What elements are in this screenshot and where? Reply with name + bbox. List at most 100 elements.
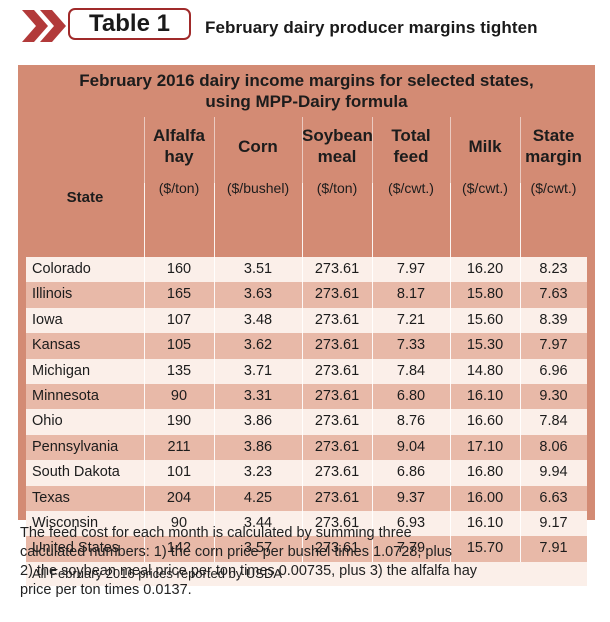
- footnote-line: 2) the soybean meal price per ton times …: [20, 562, 600, 581]
- footnote-line: calculated numbers: 1) the corn price pe…: [20, 543, 600, 562]
- table-title: February 2016 dairy income margins for s…: [18, 65, 595, 116]
- value-cell-alfalfa: 204: [144, 486, 214, 511]
- value-cell-corn: 3.23: [214, 460, 302, 485]
- value-cell-alfalfa: 101: [144, 460, 214, 485]
- column-unit: ($/ton): [302, 178, 372, 198]
- table-tag: Table 1: [68, 8, 191, 40]
- table-header: State Alfalfa hay ($/ton) Corn ($/bushel) Soyb…: [26, 117, 587, 257]
- footnote-line: price per ton times 0.0137.: [20, 581, 600, 600]
- header-bar: Table 1 February dairy producer margins …: [0, 0, 610, 52]
- column-header-soy: Soybean meal ($/ton): [302, 117, 372, 257]
- table-row: Texas 204 4.25 273.61 9.37 16.00 6.63: [26, 486, 587, 511]
- value-cell-soy: 273.61: [302, 359, 372, 384]
- column-divider: [450, 183, 451, 562]
- value-cell-margin: 6.96: [520, 359, 587, 384]
- value-cell-milk: 17.10: [450, 435, 520, 460]
- header-divider: [144, 117, 145, 183]
- column-divider: [214, 183, 215, 562]
- header-divider: [450, 117, 451, 183]
- value-cell-alfalfa: 165: [144, 282, 214, 307]
- value-cell-corn: 3.86: [214, 435, 302, 460]
- table-row: Illinois 165 3.63 273.61 8.17 15.80 7.63: [26, 282, 587, 307]
- table-row: Pennsylvania 211 3.86 273.61 9.04 17.10 8.06: [26, 435, 587, 460]
- state-name-cell: Ohio: [26, 409, 144, 434]
- column-header-label: feed: [372, 146, 450, 167]
- table-row: Michigan 135 3.71 273.61 7.84 14.80 6.96: [26, 359, 587, 384]
- value-cell-soy: 273.61: [302, 333, 372, 358]
- value-cell-soy: 273.61: [302, 409, 372, 434]
- value-cell-margin: 8.39: [520, 308, 587, 333]
- state-name-cell: Minnesota: [26, 384, 144, 409]
- column-unit: ($/cwt.): [450, 178, 520, 198]
- value-cell-milk: 16.60: [450, 409, 520, 434]
- value-cell-milk: 15.60: [450, 308, 520, 333]
- data-table: February 2016 dairy income margins for s…: [18, 65, 595, 520]
- value-cell-margin: 9.94: [520, 460, 587, 485]
- value-cell-margin: 7.84: [520, 409, 587, 434]
- value-cell-alfalfa: 90: [144, 384, 214, 409]
- value-cell-feed: 7.97: [372, 257, 450, 282]
- column-unit: ($/ton): [144, 178, 214, 198]
- chevron-arrow-icon: [22, 10, 70, 42]
- value-cell-alfalfa: 105: [144, 333, 214, 358]
- state-name-cell: Colorado: [26, 257, 144, 282]
- value-cell-milk: 15.80: [450, 282, 520, 307]
- header-divider: [302, 117, 303, 183]
- value-cell-margin: 8.06: [520, 435, 587, 460]
- value-cell-milk: 15.30: [450, 333, 520, 358]
- value-cell-soy: 273.61: [302, 384, 372, 409]
- value-cell-soy: 273.61: [302, 486, 372, 511]
- state-name-cell: Kansas: [26, 333, 144, 358]
- value-cell-margin: 7.97: [520, 333, 587, 358]
- column-header-label: Milk: [450, 136, 520, 157]
- value-cell-corn: 3.63: [214, 282, 302, 307]
- column-unit: ($/cwt.): [520, 178, 587, 198]
- state-name-cell: Michigan: [26, 359, 144, 384]
- column-header-label: Corn: [214, 136, 302, 157]
- value-cell-feed: 7.21: [372, 308, 450, 333]
- column-header-alfalfa: Alfalfa hay ($/ton): [144, 117, 214, 257]
- value-cell-corn: 3.86: [214, 409, 302, 434]
- column-header-margin: State margin ($/cwt.): [520, 117, 587, 257]
- value-cell-margin: 7.63: [520, 282, 587, 307]
- table-row: Minnesota 90 3.31 273.61 6.80 16.10 9.30: [26, 384, 587, 409]
- table-row: Ohio 190 3.86 273.61 8.76 16.60 7.84: [26, 409, 587, 434]
- value-cell-feed: 8.17: [372, 282, 450, 307]
- value-cell-soy: 273.61: [302, 460, 372, 485]
- table-row: Iowa 107 3.48 273.61 7.21 15.60 8.39: [26, 308, 587, 333]
- table-body: Colorado 160 3.51 273.61 7.97 16.20 8.23 Illino…: [26, 257, 587, 562]
- column-divider: [372, 183, 373, 562]
- value-cell-feed: 6.80: [372, 384, 450, 409]
- column-header-label: hay: [144, 146, 214, 167]
- value-cell-margin: 6.63: [520, 486, 587, 511]
- footnote-line: The feed cost for each month is calculat…: [20, 524, 600, 543]
- value-cell-corn: 3.31: [214, 384, 302, 409]
- headline: February dairy producer margins tighten: [205, 18, 538, 38]
- value-cell-feed: 9.37: [372, 486, 450, 511]
- value-cell-corn: 3.51: [214, 257, 302, 282]
- value-cell-feed: 7.33: [372, 333, 450, 358]
- column-divider: [302, 183, 303, 562]
- value-cell-corn: 3.48: [214, 308, 302, 333]
- column-header-label: State: [520, 125, 587, 146]
- column-divider: [144, 183, 145, 562]
- table-row: Colorado 160 3.51 273.61 7.97 16.20 8.23: [26, 257, 587, 282]
- table-row: South Dakota 101 3.23 273.61 6.86 16.80 9.94: [26, 460, 587, 485]
- value-cell-soy: 273.61: [302, 257, 372, 282]
- header-divider: [520, 117, 521, 183]
- state-name-cell: Iowa: [26, 308, 144, 333]
- column-header-label: Soybean: [302, 125, 372, 146]
- value-cell-feed: 7.84: [372, 359, 450, 384]
- column-header-label: margin: [520, 146, 587, 167]
- value-cell-soy: 273.61: [302, 282, 372, 307]
- value-cell-alfalfa: 107: [144, 308, 214, 333]
- value-cell-alfalfa: 135: [144, 359, 214, 384]
- value-cell-margin: 9.30: [520, 384, 587, 409]
- value-cell-feed: 6.86: [372, 460, 450, 485]
- value-cell-alfalfa: 190: [144, 409, 214, 434]
- column-header-state: State: [26, 117, 144, 257]
- value-cell-milk: 14.80: [450, 359, 520, 384]
- value-cell-alfalfa: 160: [144, 257, 214, 282]
- state-name-cell: Texas: [26, 486, 144, 511]
- table-row: Kansas 105 3.62 273.61 7.33 15.30 7.97: [26, 333, 587, 358]
